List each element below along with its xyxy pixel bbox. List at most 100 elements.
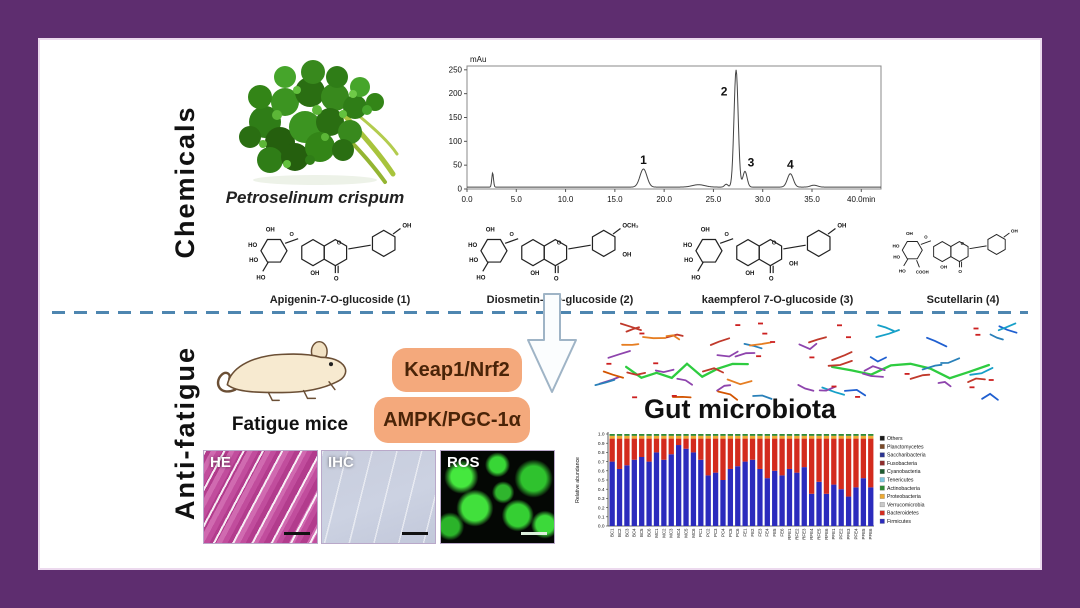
svg-text:OH: OH (266, 227, 275, 233)
svg-text:0.0: 0.0 (598, 524, 605, 530)
svg-text:3: 3 (748, 155, 755, 169)
flow-down-arrow (527, 293, 577, 393)
svg-text:PC6: PC6 (735, 528, 740, 537)
svg-text:Relative abundance: Relative abundance (575, 457, 581, 503)
svg-text:OH: OH (1011, 228, 1019, 233)
svg-text:PFE2: PFE2 (839, 528, 844, 540)
svg-text:0.5: 0.5 (598, 478, 605, 484)
svg-text:FE6: FE6 (779, 528, 784, 537)
svg-text:PFE1: PFE1 (831, 528, 836, 540)
gut-microbiota-title: Gut microbiota (643, 394, 836, 424)
svg-text:O: O (924, 235, 928, 240)
structure-scutellarin: O O O OH OH HO HO HO OH COOH Scutellarin (4) (888, 208, 1038, 306)
svg-text:HO: HO (249, 258, 258, 264)
structure-drawing: O O O OH OH HO HO HO OH (248, 224, 411, 283)
svg-text:O: O (334, 277, 339, 283)
svg-text:PC1: PC1 (698, 528, 703, 537)
svg-text:OH: OH (745, 271, 754, 277)
plant-name: Petroselinum crispum (225, 188, 405, 207)
scale-bar (284, 532, 310, 535)
scale-bar (521, 532, 547, 535)
svg-text:20.0: 20.0 (656, 195, 672, 204)
svg-text:mAu: mAu (470, 55, 486, 64)
hplc-chromatogram: 0 50 100 150 200 250 0.0 5.0 10.0 15.0 20.0 25.0 30.… (449, 55, 882, 204)
svg-text:MC5: MC5 (683, 528, 688, 538)
svg-text:OH: OH (530, 271, 539, 277)
svg-text:Bacteroidetes: Bacteroidetes (887, 511, 919, 517)
svg-text:OH: OH (906, 231, 914, 236)
svg-text:OH: OH (622, 252, 631, 258)
svg-text:0.4: 0.4 (598, 487, 605, 493)
svg-text:4: 4 (787, 158, 794, 172)
svg-text:OH: OH (402, 224, 411, 230)
micrograph-label: ROS (447, 454, 480, 471)
svg-text:PC3: PC3 (713, 528, 718, 537)
svg-text:HO: HO (469, 258, 478, 264)
svg-text:30.0: 30.0 (755, 195, 771, 204)
mouse-illustration (216, 340, 347, 402)
abstract-card: Chemicals Anti-fatigue Petroselinum cris… (40, 40, 1040, 568)
svg-text:FE5: FE5 (772, 528, 777, 537)
svg-text:RFE3: RFE3 (802, 528, 807, 540)
svg-text:OH: OH (310, 271, 319, 277)
svg-text:BC4: BC4 (632, 528, 637, 537)
svg-text:BC5: BC5 (639, 528, 644, 537)
micrograph-ihc: IHC (321, 450, 436, 544)
svg-text:MC4: MC4 (676, 528, 681, 538)
structure-kaempferol: O O O OH OH HO HO HO OH OH kaempferol 7-O-glucosi… (670, 208, 885, 306)
svg-text:HO: HO (893, 255, 900, 260)
structure-apigenin: O O O OH OH HO HO HO OH Apigenin-7-O-glucoside (… (235, 208, 445, 306)
svg-text:0.3: 0.3 (598, 496, 605, 502)
svg-text:Actinobacteria: Actinobacteria (887, 486, 920, 492)
svg-text:FE4: FE4 (765, 528, 770, 537)
svg-text:0.1: 0.1 (598, 515, 605, 521)
svg-text:O: O (337, 240, 342, 246)
mouse-eye (328, 362, 334, 367)
svg-text:Firmicutes: Firmicutes (887, 519, 911, 525)
svg-text:25.0: 25.0 (706, 195, 722, 204)
svg-text:O: O (772, 240, 777, 246)
svg-text:100: 100 (449, 137, 463, 146)
svg-text:200: 200 (449, 89, 463, 98)
micrograph-label: IHC (328, 454, 354, 471)
svg-text:PC4: PC4 (720, 528, 725, 537)
svg-text:BC6: BC6 (646, 528, 651, 537)
pathway-box-ampk-pgc1a: AMPK/PGC-1α (374, 397, 530, 443)
svg-text:RFE5: RFE5 (816, 528, 821, 540)
svg-text:150: 150 (449, 113, 463, 122)
svg-text:FE3: FE3 (757, 528, 762, 537)
svg-text:RFE6: RFE6 (824, 528, 829, 540)
svg-text:0.0: 0.0 (461, 195, 473, 204)
svg-text:10.0: 10.0 (558, 195, 574, 204)
svg-text:50: 50 (453, 161, 462, 170)
svg-text:FE1: FE1 (743, 528, 748, 537)
svg-text:O: O (769, 277, 774, 283)
svg-text:RFE1: RFE1 (787, 528, 792, 540)
svg-text:RFE2: RFE2 (794, 528, 799, 540)
svg-text:40.0min: 40.0min (847, 195, 875, 204)
svg-text:HO: HO (683, 243, 692, 249)
svg-text:COOH: COOH (916, 270, 929, 275)
svg-text:0.2: 0.2 (598, 505, 605, 511)
svg-text:O: O (724, 232, 729, 238)
scale-bar (402, 532, 428, 535)
svg-text:O: O (961, 241, 965, 246)
structure-label: Apigenin-7-O-glucoside (1) (269, 294, 411, 306)
svg-text:OH: OH (837, 224, 846, 230)
svg-text:2: 2 (721, 85, 728, 99)
svg-text:15.0: 15.0 (607, 195, 623, 204)
svg-text:O: O (554, 277, 559, 283)
section-label-chemicals: Chemicals (170, 105, 200, 259)
svg-text:O: O (289, 232, 294, 238)
svg-text:O: O (509, 232, 514, 238)
svg-text:PC5: PC5 (728, 528, 733, 537)
svg-text:HO: HO (899, 268, 906, 273)
svg-text:HO: HO (476, 276, 485, 282)
svg-text:1.0: 1.0 (598, 432, 605, 438)
structure-drawing: O O O OH OH HO HO HO OH COOH (892, 228, 1019, 275)
svg-text:Fusobacteria: Fusobacteria (887, 461, 917, 467)
svg-text:0.7: 0.7 (598, 459, 605, 465)
svg-text:0: 0 (458, 185, 463, 194)
svg-text:O: O (557, 240, 562, 246)
